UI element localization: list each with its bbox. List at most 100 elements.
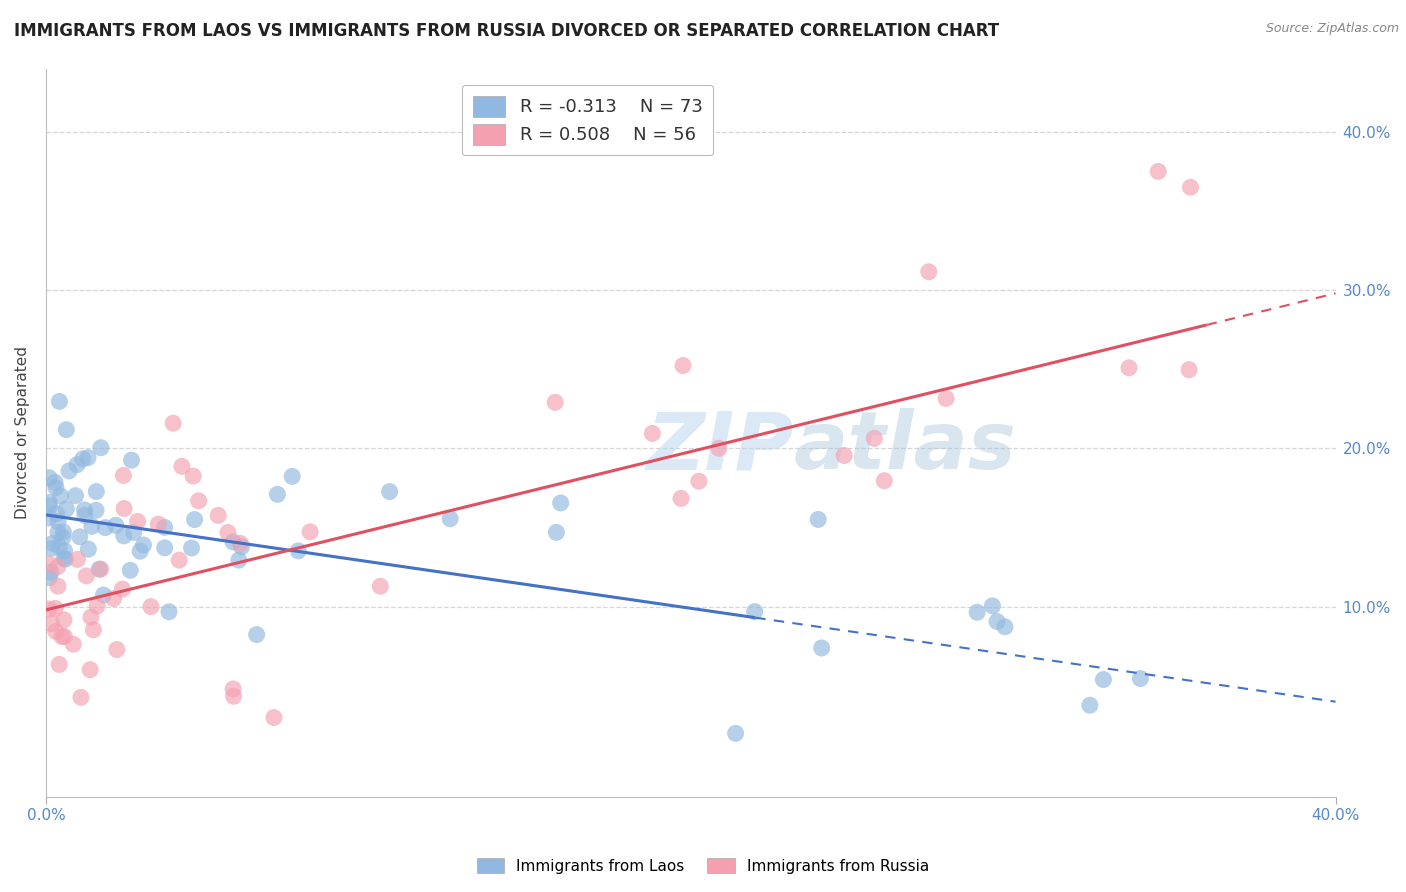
Point xyxy=(127,515,149,529)
Point xyxy=(187,493,209,508)
Point xyxy=(52,551,75,566)
Point xyxy=(986,615,1008,629)
Point xyxy=(52,524,75,539)
Point xyxy=(669,491,692,506)
Point xyxy=(183,512,205,526)
Point xyxy=(39,541,62,556)
Point xyxy=(46,559,69,574)
Point xyxy=(832,449,855,463)
Point xyxy=(378,484,401,499)
Point xyxy=(41,616,63,631)
Point xyxy=(153,541,176,555)
Point xyxy=(55,423,77,437)
Point xyxy=(62,637,84,651)
Point xyxy=(222,690,245,704)
Point xyxy=(93,588,115,602)
Point xyxy=(39,566,62,580)
Point xyxy=(207,508,229,523)
Point xyxy=(51,630,73,644)
Point xyxy=(153,520,176,534)
Point xyxy=(121,453,143,467)
Point xyxy=(45,481,67,495)
Point xyxy=(863,431,886,445)
Point xyxy=(72,451,94,466)
Point xyxy=(744,605,766,619)
Point xyxy=(45,507,67,521)
Point xyxy=(55,502,77,516)
Point xyxy=(287,544,309,558)
Point xyxy=(90,562,112,576)
Point xyxy=(46,579,69,593)
Text: ZIP: ZIP xyxy=(647,409,794,486)
Point xyxy=(104,518,127,533)
Point xyxy=(707,442,730,456)
Point xyxy=(263,710,285,724)
Point xyxy=(45,624,67,639)
Point xyxy=(82,623,104,637)
Point xyxy=(58,464,80,478)
Point xyxy=(873,474,896,488)
Point xyxy=(103,591,125,606)
Point xyxy=(228,553,250,567)
Point xyxy=(38,571,60,585)
Point xyxy=(38,511,60,525)
Point xyxy=(38,602,60,616)
Point xyxy=(281,469,304,483)
Point xyxy=(544,395,567,409)
Point xyxy=(688,475,710,489)
Text: atlas: atlas xyxy=(794,409,1017,486)
Legend: R = -0.313    N = 73, R = 0.508    N = 56: R = -0.313 N = 73, R = 0.508 N = 56 xyxy=(461,85,713,155)
Point xyxy=(65,489,87,503)
Point xyxy=(1178,362,1201,376)
Text: IMMIGRANTS FROM LAOS VS IMMIGRANTS FROM RUSSIA DIVORCED OR SEPARATED CORRELATION: IMMIGRANTS FROM LAOS VS IMMIGRANTS FROM … xyxy=(14,22,1000,40)
Point xyxy=(550,496,572,510)
Point xyxy=(48,657,70,672)
Point xyxy=(180,541,202,555)
Legend: Immigrants from Laos, Immigrants from Russia: Immigrants from Laos, Immigrants from Ru… xyxy=(471,852,935,880)
Point xyxy=(55,552,77,566)
Point xyxy=(77,542,100,557)
Point xyxy=(546,525,568,540)
Point xyxy=(1180,180,1202,194)
Point xyxy=(229,536,252,550)
Point xyxy=(75,569,97,583)
Point xyxy=(70,690,93,705)
Point xyxy=(299,524,322,539)
Point xyxy=(246,627,269,641)
Point xyxy=(935,392,957,406)
Point xyxy=(966,605,988,619)
Point xyxy=(73,508,96,523)
Point xyxy=(53,630,76,644)
Point xyxy=(724,726,747,740)
Point xyxy=(231,540,253,554)
Point xyxy=(807,512,830,526)
Point xyxy=(1129,672,1152,686)
Point xyxy=(170,459,193,474)
Point xyxy=(105,642,128,657)
Point xyxy=(44,475,66,490)
Point xyxy=(222,681,245,696)
Y-axis label: Divorced or Separated: Divorced or Separated xyxy=(15,346,30,519)
Point xyxy=(1078,698,1101,713)
Point xyxy=(981,599,1004,613)
Point xyxy=(48,394,70,409)
Point xyxy=(84,484,107,499)
Point xyxy=(66,552,89,566)
Point xyxy=(111,582,134,596)
Point xyxy=(69,530,91,544)
Point xyxy=(48,540,70,554)
Point xyxy=(641,426,664,441)
Point xyxy=(139,599,162,614)
Point xyxy=(122,525,145,540)
Point xyxy=(112,501,135,516)
Point xyxy=(439,512,461,526)
Point xyxy=(52,531,75,545)
Point xyxy=(129,544,152,558)
Point xyxy=(66,458,89,472)
Point xyxy=(46,515,69,529)
Point xyxy=(1092,673,1115,687)
Point xyxy=(1118,360,1140,375)
Point xyxy=(44,601,66,615)
Point xyxy=(42,536,65,550)
Point xyxy=(77,450,100,465)
